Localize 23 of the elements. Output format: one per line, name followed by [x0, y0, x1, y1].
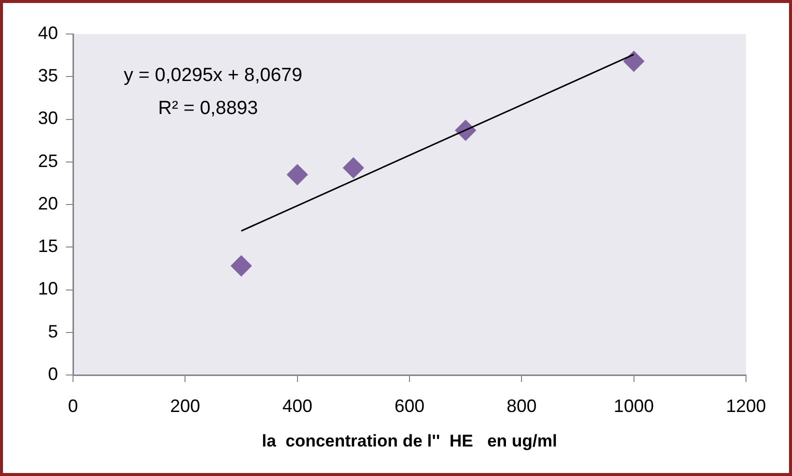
- annotation: y = 0,0295x + 8,0679: [124, 65, 302, 86]
- x-tick-label: 1200: [726, 396, 766, 416]
- y-tick-label: 35: [38, 66, 58, 86]
- y-tick-label: 30: [38, 108, 58, 128]
- annotation: R² = 0,8893: [158, 98, 258, 120]
- y-tick-label: 15: [38, 236, 58, 256]
- y-tick-label: 40: [38, 22, 58, 43]
- x-tick-label: 1000: [614, 396, 654, 416]
- point: [342, 157, 364, 178]
- x-tick-label: 400: [282, 396, 312, 416]
- y-tick-label: 25: [38, 150, 58, 171]
- x-tick-label: 0: [68, 396, 78, 416]
- point: [230, 255, 252, 276]
- x-axis-title: la concentration de l'' HE en ug/ml: [262, 431, 558, 450]
- point: [623, 50, 644, 72]
- y-tick-label: 10: [38, 278, 58, 299]
- y-tick-label: 5: [48, 321, 58, 342]
- point: [286, 164, 308, 186]
- x-tick-label: 800: [506, 396, 537, 416]
- x-tick-label: 200: [170, 396, 200, 416]
- x-tick-label: 600: [394, 396, 425, 416]
- y-tick-label: 20: [38, 193, 58, 214]
- y-tick-label: 0: [48, 364, 58, 384]
